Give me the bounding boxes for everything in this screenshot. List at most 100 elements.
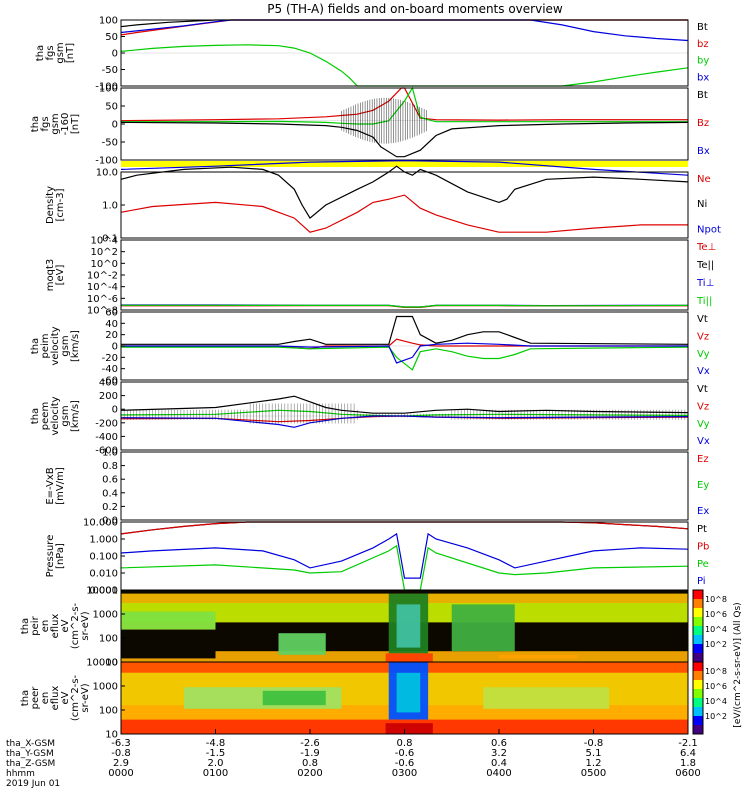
y-tick-label: 0.100 xyxy=(89,552,118,563)
y-tick-label: 1.0 xyxy=(102,448,118,459)
y-axis-label: peer xyxy=(30,686,41,710)
panel-fgs: 100 50 0 -50 -100 tha fgs gsm [nT] Bt bz by bx xyxy=(35,16,709,93)
series-Bzgreen-line xyxy=(121,86,688,125)
y-tick-label: 100 xyxy=(99,706,118,717)
y-axis-label: [nT] xyxy=(70,114,81,134)
y-tick-label: 40 xyxy=(105,319,118,330)
y-axis-label: E=-VxB xyxy=(45,467,56,504)
spectrogram-block xyxy=(385,723,433,734)
legend-Pb: Pb xyxy=(697,541,709,552)
spectrogram-block xyxy=(396,672,421,713)
colorbar-segment xyxy=(693,716,703,726)
legend-Pt: Pt xyxy=(697,524,707,535)
y-tick-label: 1000 xyxy=(93,610,118,621)
y-axis-label: peem xyxy=(40,402,51,430)
colorbar-tick-label: 10^6 xyxy=(705,610,727,619)
colorbar-segment xyxy=(693,680,703,690)
x-tick-label: 0.8 xyxy=(302,758,318,769)
panel-vel_e: 400 200 0 -200 -400 -600 tha peem velocity gsm [km… xyxy=(30,378,710,457)
y-tick-label: -400 xyxy=(95,432,118,443)
y-axis-label: moqt3 xyxy=(45,259,56,292)
x-tick-label: -2.1 xyxy=(678,738,698,749)
y-axis-label: eflux xyxy=(50,686,61,711)
series-Ni-line xyxy=(120,165,689,220)
legend-Te: Te⊥ xyxy=(696,242,716,253)
spectrogram-block xyxy=(385,653,433,662)
legend-Ti: Ti|| xyxy=(696,296,712,307)
x-tick-label: -4.8 xyxy=(206,738,226,749)
series-Vy-line xyxy=(121,346,689,371)
legend-Vz: Vz xyxy=(697,331,709,342)
colorbar-tick-label: 10^6 xyxy=(705,682,727,691)
y-axis-label: Density xyxy=(45,186,56,224)
colorbar-segment xyxy=(693,599,703,609)
y-tick-label: 0 xyxy=(112,405,118,416)
y-tick-label: 0.1 xyxy=(102,234,118,245)
y-axis-label: fgs xyxy=(45,45,56,60)
y-axis-label: [cm-3] xyxy=(55,188,66,221)
x-tick-label: 3.2 xyxy=(491,748,507,759)
x-row-label: hhmm xyxy=(6,769,35,779)
y-tick-label: 10^-6 xyxy=(87,294,118,305)
legend-Bz: Bz xyxy=(697,118,709,129)
legend-Vy: Vy xyxy=(697,349,710,360)
colorbar-segment xyxy=(693,590,703,600)
colorbar-segment xyxy=(693,671,703,681)
y-tick-label: 60 xyxy=(105,308,118,319)
legend-Ne: Ne xyxy=(697,174,711,185)
y-tick-label: 10.000 xyxy=(83,518,118,529)
series-by-line xyxy=(120,44,689,87)
legend-Ex: Ex xyxy=(697,506,709,517)
x-tick-label: 0000 xyxy=(108,768,133,779)
spectrogram-block xyxy=(396,604,421,648)
y-axis-label: tha xyxy=(35,45,46,61)
series-Bx-line xyxy=(120,121,689,158)
y-tick-label: -100 xyxy=(95,156,118,167)
legend-Bx: Bx xyxy=(697,146,710,157)
legend-bx: bx xyxy=(697,72,709,83)
y-tick-label: 0 xyxy=(112,49,118,60)
colorbar-segment xyxy=(693,653,703,663)
spectrogram-block xyxy=(278,633,326,655)
series-Ne-line xyxy=(120,194,688,233)
x-tick-label: 1.2 xyxy=(586,758,602,769)
legend-Npot: Npot xyxy=(697,224,721,235)
x-tick-label: 1.8 xyxy=(680,758,696,769)
y-tick-label: -60 xyxy=(102,376,118,387)
series-Ti-line xyxy=(121,304,689,308)
y-axis-label: (cm^2-s- xyxy=(70,674,81,721)
y-tick-label: -200 xyxy=(95,418,118,429)
y-tick-label: 50 xyxy=(105,32,118,43)
spectrogram-block xyxy=(483,687,610,709)
x-tick-label: 0.4 xyxy=(491,758,507,769)
colorbar-segment xyxy=(693,644,703,654)
y-tick-label: 20 xyxy=(105,330,118,341)
colorbar-tick-label: 10^2 xyxy=(705,712,727,721)
spectrogram-block xyxy=(262,690,326,706)
y-tick-label: 200 xyxy=(99,391,118,402)
y-axis-label: Pressure xyxy=(45,535,56,578)
y-axis-label: sr-eV) xyxy=(80,611,91,640)
legend-by: by xyxy=(697,56,709,67)
legend-Vt: Vt xyxy=(697,314,708,325)
y-tick-label: 100 xyxy=(99,16,118,27)
x-tick-label: -1.5 xyxy=(206,748,226,759)
y-axis-label: (cm^2-s- xyxy=(70,602,81,649)
x-tick-label: -0.8 xyxy=(111,748,131,759)
legend-Vt: Vt xyxy=(697,384,708,395)
y-axis-label: eflux xyxy=(50,614,61,639)
y-tick-label: 10 xyxy=(105,658,118,669)
colorbar-segment xyxy=(693,698,703,708)
colorbar-frame xyxy=(692,661,704,735)
legend-Ti: Ti⊥ xyxy=(696,278,714,289)
y-tick-label: -50 xyxy=(102,65,118,76)
x-row-label: tha_X-GSM xyxy=(6,739,55,749)
x-tick-label: 0500 xyxy=(581,768,606,779)
x-tick-label: 2.0 xyxy=(208,758,224,769)
colorbar-tick-label: 10^4 xyxy=(705,697,727,706)
y-tick-label: 0.0 xyxy=(102,516,118,527)
y-axis-label: tha xyxy=(30,116,41,132)
series-Vt-line xyxy=(121,315,689,345)
y-tick-label: 0.010 xyxy=(89,569,118,580)
panel-density: 10.0 1.0 0.1 Density [cm-3] Ne Ni Npot xyxy=(45,160,721,245)
